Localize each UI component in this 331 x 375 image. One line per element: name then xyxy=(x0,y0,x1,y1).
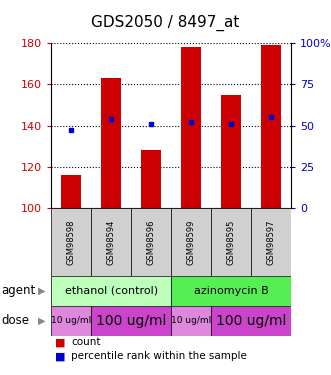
Bar xyxy=(181,47,201,208)
Bar xyxy=(51,306,91,336)
Bar xyxy=(211,208,251,276)
Bar xyxy=(211,306,291,336)
Bar xyxy=(51,208,91,276)
Text: ▶: ▶ xyxy=(38,316,45,326)
Text: agent: agent xyxy=(2,284,36,297)
Text: 10 ug/ml: 10 ug/ml xyxy=(51,316,91,325)
Text: GSM98597: GSM98597 xyxy=(267,219,276,265)
Bar xyxy=(261,45,281,208)
Text: ▶: ▶ xyxy=(38,286,45,296)
Bar xyxy=(221,95,241,208)
Text: ethanol (control): ethanol (control) xyxy=(65,286,158,296)
Text: count: count xyxy=(71,338,101,347)
Text: dose: dose xyxy=(2,314,30,327)
Text: 100 ug/ml: 100 ug/ml xyxy=(96,314,166,328)
Text: percentile rank within the sample: percentile rank within the sample xyxy=(71,351,247,361)
Text: 100 ug/ml: 100 ug/ml xyxy=(216,314,286,328)
Text: GSM98594: GSM98594 xyxy=(107,219,116,265)
Text: ■: ■ xyxy=(55,351,65,361)
Bar xyxy=(171,306,211,336)
Bar xyxy=(91,208,131,276)
Text: GSM98598: GSM98598 xyxy=(67,219,76,265)
Text: azinomycin B: azinomycin B xyxy=(194,286,269,296)
Bar xyxy=(61,175,81,208)
Text: GSM98595: GSM98595 xyxy=(227,219,236,265)
Text: GSM98596: GSM98596 xyxy=(147,219,156,265)
Text: GSM98599: GSM98599 xyxy=(187,219,196,265)
Bar xyxy=(131,208,171,276)
Bar xyxy=(101,78,121,208)
Bar xyxy=(171,208,211,276)
Bar xyxy=(91,306,171,336)
Bar xyxy=(171,276,291,306)
Text: ■: ■ xyxy=(55,338,65,347)
Bar xyxy=(251,208,291,276)
Text: 10 ug/ml: 10 ug/ml xyxy=(171,316,212,325)
Bar xyxy=(141,150,161,208)
Text: GDS2050 / 8497_at: GDS2050 / 8497_at xyxy=(91,15,240,31)
Bar xyxy=(51,276,171,306)
